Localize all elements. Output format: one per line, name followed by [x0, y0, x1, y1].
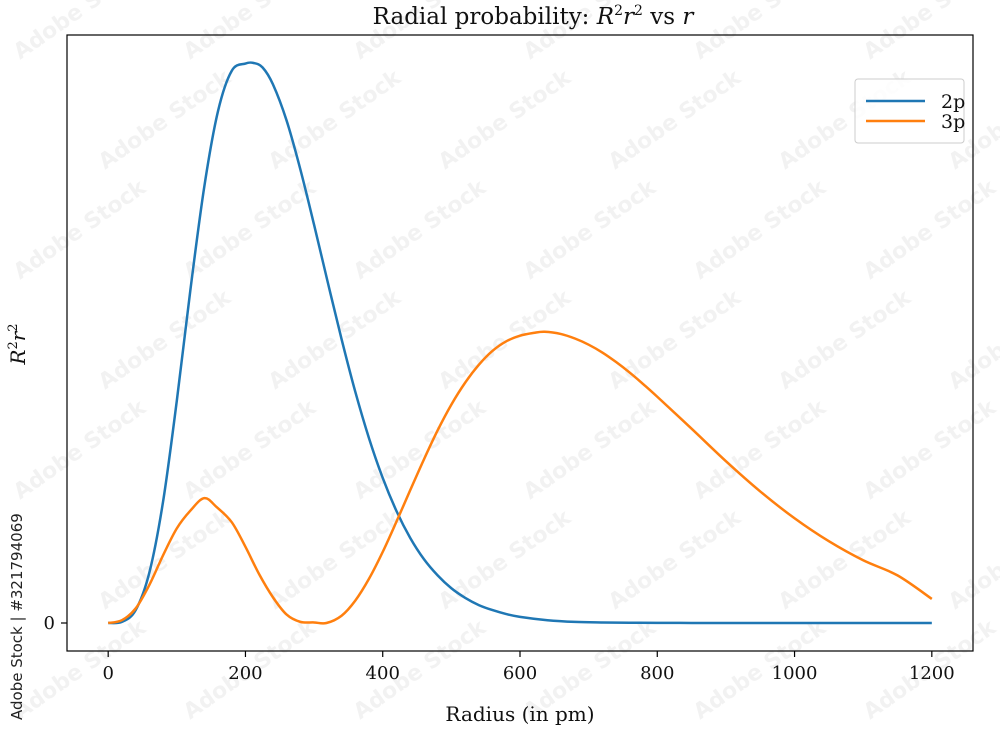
watermark-tile: Adobe Stock — [774, 285, 917, 395]
x-tick-label: 1200 — [909, 663, 955, 684]
title-prefix: Radial probability: — [373, 4, 597, 30]
ylabel-r: r — [6, 330, 30, 341]
watermark-tiles: Adobe Stock Adobe Stock Adobe Stock Adobe S… — [9, 0, 1000, 725]
watermark-tile: Adobe Stock — [9, 615, 152, 725]
watermark-tile: Adobe Stock — [604, 505, 747, 615]
watermark-tile: Adobe Stock — [604, 65, 747, 175]
watermark-tile: Adobe Stock — [519, 395, 662, 505]
watermark-tile: Adobe Stock — [689, 175, 832, 285]
watermark-tile: Adobe Stock — [604, 285, 747, 395]
watermark-tile: Adobe Stock — [94, 285, 237, 395]
watermark-tile: Adobe Stock — [859, 175, 1000, 285]
watermark-tile: Adobe Stock — [179, 175, 322, 285]
watermark-tile: Adobe Stock — [944, 285, 1000, 395]
watermark-tile: Adobe Stock — [264, 285, 407, 395]
watermark-tile: Adobe Stock — [9, 0, 152, 65]
legend-label-3p: 3p — [941, 111, 965, 133]
plot-area: 0 200 400 600 800 1000 1200 0 — [44, 34, 974, 684]
watermark-tile: Adobe Stock — [434, 65, 577, 175]
watermark-tile: Adobe Stock — [94, 505, 237, 615]
y-axis-ticks: 0 — [44, 613, 67, 634]
watermark-tile: Adobe Stock — [434, 285, 577, 395]
x-axis-label: Radius (in pm) — [445, 702, 594, 726]
legend-label-2p: 2p — [941, 91, 965, 113]
watermark-tile: Adobe Stock — [519, 175, 662, 285]
watermark-side-text: Adobe Stock | #321794069 — [8, 513, 26, 720]
watermark-tile: Adobe Stock — [774, 505, 917, 615]
chart-title: Radial probability: R2r2 vs r — [373, 3, 696, 30]
title-r-end: r — [682, 4, 695, 30]
x-tick-label: 1000 — [772, 663, 818, 684]
watermark-tile: Adobe Stock — [859, 0, 1000, 65]
watermark-tile: Adobe Stock — [434, 505, 577, 615]
legend-box — [854, 78, 965, 144]
watermark-tile: Adobe Stock — [349, 395, 492, 505]
title-suffix: vs — [643, 4, 682, 30]
watermark-tile: Adobe Stock — [9, 175, 152, 285]
ylabel-sup1: 2 — [6, 341, 21, 349]
watermark-tile: Adobe Stock — [689, 395, 832, 505]
series-line-2p — [108, 61, 932, 625]
watermark-tile: Adobe Stock — [859, 395, 1000, 505]
x-tick-label: 400 — [366, 663, 400, 684]
x-tick-label: 200 — [228, 663, 262, 684]
title-sup1: 2 — [614, 3, 623, 19]
x-tick-label: 600 — [503, 663, 537, 684]
y-axis-label: R2r2 — [6, 323, 30, 365]
watermark-tile: Adobe Stock — [264, 505, 407, 615]
watermark-tile: Adobe Stock — [179, 395, 322, 505]
watermark-tile: Adobe Stock — [179, 0, 322, 65]
x-axis-ticks: 0 200 400 600 800 1000 1200 — [102, 651, 955, 684]
x-tick-label: 800 — [640, 663, 674, 684]
watermark-tile: Adobe Stock — [349, 175, 492, 285]
x-tick-label: 0 — [102, 663, 113, 684]
y-tick-label: 0 — [44, 613, 55, 634]
watermark-tile: Adobe Stock — [689, 0, 832, 65]
legend: 2p 3p — [854, 78, 965, 144]
title-sup2: 2 — [634, 3, 643, 19]
title-R: R — [596, 4, 614, 30]
series-line-3p — [107, 330, 933, 625]
series-lines — [107, 61, 933, 625]
watermark-tile: Adobe Stock — [9, 395, 152, 505]
ylabel-R: R — [6, 350, 30, 366]
watermark-tile: Adobe Stock — [944, 505, 1000, 615]
ylabel-sup2: 2 — [6, 323, 21, 331]
title-r: r — [623, 4, 636, 30]
